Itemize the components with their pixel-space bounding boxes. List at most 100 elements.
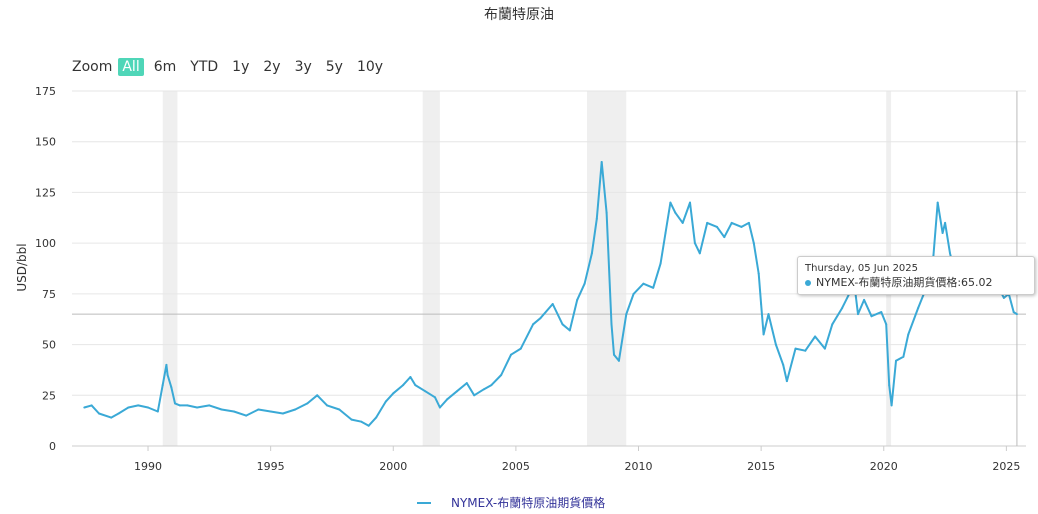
- data-point: [117, 412, 120, 415]
- zoom-ytd-button[interactable]: YTD: [190, 59, 219, 75]
- data-point: [220, 408, 223, 411]
- y-tick-label: 50: [42, 339, 56, 352]
- data-point: [294, 408, 297, 411]
- data-point: [907, 333, 910, 336]
- zoom-6m-button[interactable]: 6m: [153, 59, 177, 75]
- data-point: [857, 313, 859, 316]
- tooltip-line: NYMEX-布蘭特原油期貨價格:65.02: [805, 275, 1027, 290]
- data-point: [936, 201, 939, 204]
- data-point: [659, 262, 662, 265]
- data-point: [561, 323, 564, 326]
- data-point: [895, 359, 897, 362]
- data-point: [890, 404, 893, 407]
- data-point: [186, 404, 189, 407]
- data-point: [316, 394, 319, 397]
- legend-line-symbol: [417, 501, 431, 504]
- data-point: [147, 406, 149, 409]
- zoom-all-button[interactable]: All: [118, 58, 144, 76]
- data-point: [465, 382, 468, 385]
- data-point: [605, 211, 608, 214]
- zoom-3y-button[interactable]: 3y: [294, 59, 312, 75]
- data-point: [165, 363, 168, 366]
- data-point: [885, 323, 888, 326]
- data-point: [669, 201, 672, 204]
- data-point: [757, 272, 760, 275]
- data-point: [681, 221, 684, 224]
- data-point: [232, 410, 235, 413]
- data-point: [90, 404, 93, 407]
- data-point: [595, 217, 598, 220]
- data-point: [161, 384, 164, 387]
- data-point: [880, 311, 883, 314]
- data-point: [456, 390, 458, 393]
- data-point: [652, 286, 655, 289]
- x-tick-label: 1990: [134, 460, 162, 473]
- data-point: [166, 374, 169, 376]
- y-tick-label: 100: [35, 237, 56, 250]
- y-axis-title: USD/bbl: [15, 243, 29, 291]
- data-point: [760, 303, 763, 305]
- y-tick-label: 75: [42, 288, 56, 301]
- data-point: [767, 313, 770, 316]
- data-point: [583, 282, 586, 285]
- data-point: [642, 282, 645, 285]
- data-point: [532, 323, 535, 326]
- data-point: [127, 406, 130, 409]
- data-point: [178, 404, 181, 407]
- data-point: [367, 424, 370, 427]
- recession-band: [162, 91, 178, 446]
- data-point: [306, 402, 309, 405]
- data-point: [941, 232, 944, 234]
- data-point: [438, 406, 441, 409]
- x-tick-label: 2015: [747, 460, 775, 473]
- y-axis: 0 25 50 75 100 125 150 175: [35, 85, 56, 453]
- legend-item[interactable]: NYMEX-布蘭特原油期貨價格: [417, 494, 605, 511]
- data-point: [551, 303, 554, 305]
- data-point: [98, 412, 100, 415]
- data-point: [208, 404, 211, 407]
- data-point: [782, 363, 785, 366]
- recession-band: [422, 91, 440, 446]
- data-point: [539, 317, 542, 320]
- data-point: [490, 384, 493, 387]
- data-point: [902, 355, 905, 358]
- data-point: [752, 242, 755, 245]
- data-point: [747, 221, 750, 224]
- data-point: [137, 404, 140, 407]
- tooltip: Thursday, 05 Jun 2025 NYMEX-布蘭特原油期貨價格:65…: [797, 256, 1035, 295]
- data-point: [917, 307, 920, 310]
- zoom-10y-button[interactable]: 10y: [356, 59, 384, 75]
- data-point: [610, 323, 613, 326]
- data-point: [831, 323, 834, 326]
- data-point: [716, 225, 718, 228]
- recession-bands: [162, 91, 892, 446]
- data-point: [730, 221, 733, 224]
- y-tick-label: 25: [42, 389, 56, 402]
- data-point: [473, 394, 476, 397]
- x-axis: 1990 1995 2000 2005 2010 2015 2020 2025: [134, 446, 1020, 473]
- zoom-2y-button[interactable]: 2y: [263, 59, 281, 75]
- chart-title: 布蘭特原油: [484, 7, 554, 23]
- data-point: [613, 353, 615, 356]
- data-point: [706, 221, 709, 224]
- zoom-5y-button[interactable]: 5y: [325, 59, 343, 75]
- x-tick-label: 2005: [502, 460, 530, 473]
- y-tick-label: 175: [35, 85, 56, 98]
- legend-label: NYMEX-布蘭特原油期貨價格: [451, 496, 606, 510]
- data-point: [83, 406, 86, 409]
- data-point: [483, 388, 485, 391]
- data-point: [689, 201, 691, 204]
- zoom-label: Zoom: [72, 59, 113, 75]
- data-point: [674, 211, 677, 214]
- tooltip-series-dot: [805, 280, 811, 286]
- data-point: [794, 347, 797, 350]
- data-point: [625, 313, 628, 316]
- data-point: [949, 252, 951, 255]
- data-point: [632, 292, 635, 295]
- data-point: [590, 252, 593, 255]
- zoom-1y-button[interactable]: 1y: [232, 59, 250, 75]
- data-point: [510, 353, 512, 356]
- data-point: [402, 384, 405, 387]
- zoom-control: Zoom All 6m YTD 1y 2y 3y 5y 10y: [72, 57, 393, 77]
- data-point: [500, 374, 503, 376]
